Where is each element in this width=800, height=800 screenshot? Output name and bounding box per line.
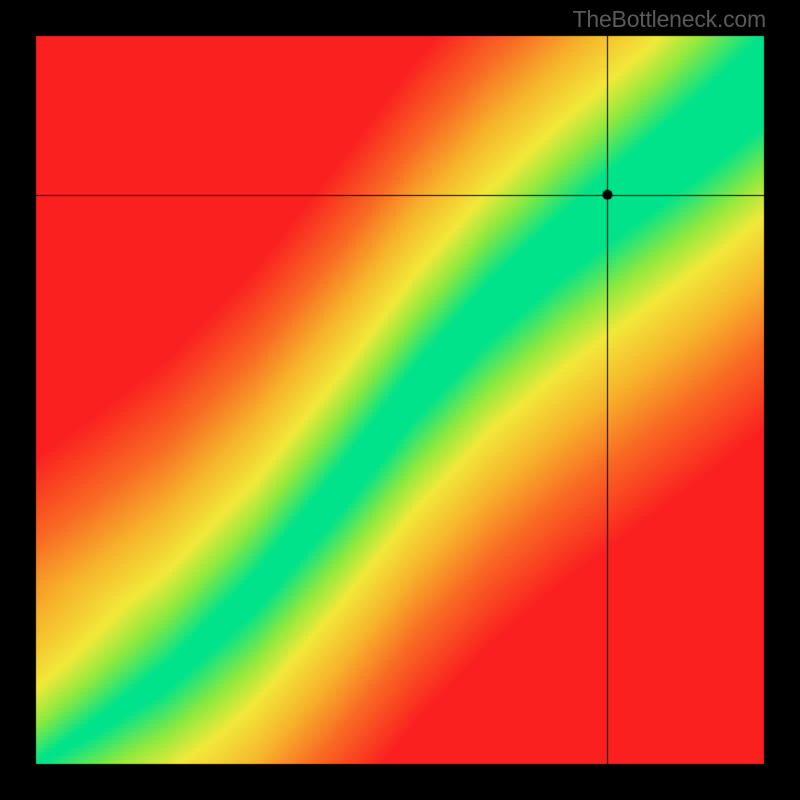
chart-container: { "canvas": { "width": 800, "height": 80… <box>0 0 800 800</box>
bottleneck-heatmap <box>0 0 800 800</box>
watermark-text: TheBottleneck.com <box>573 6 766 33</box>
